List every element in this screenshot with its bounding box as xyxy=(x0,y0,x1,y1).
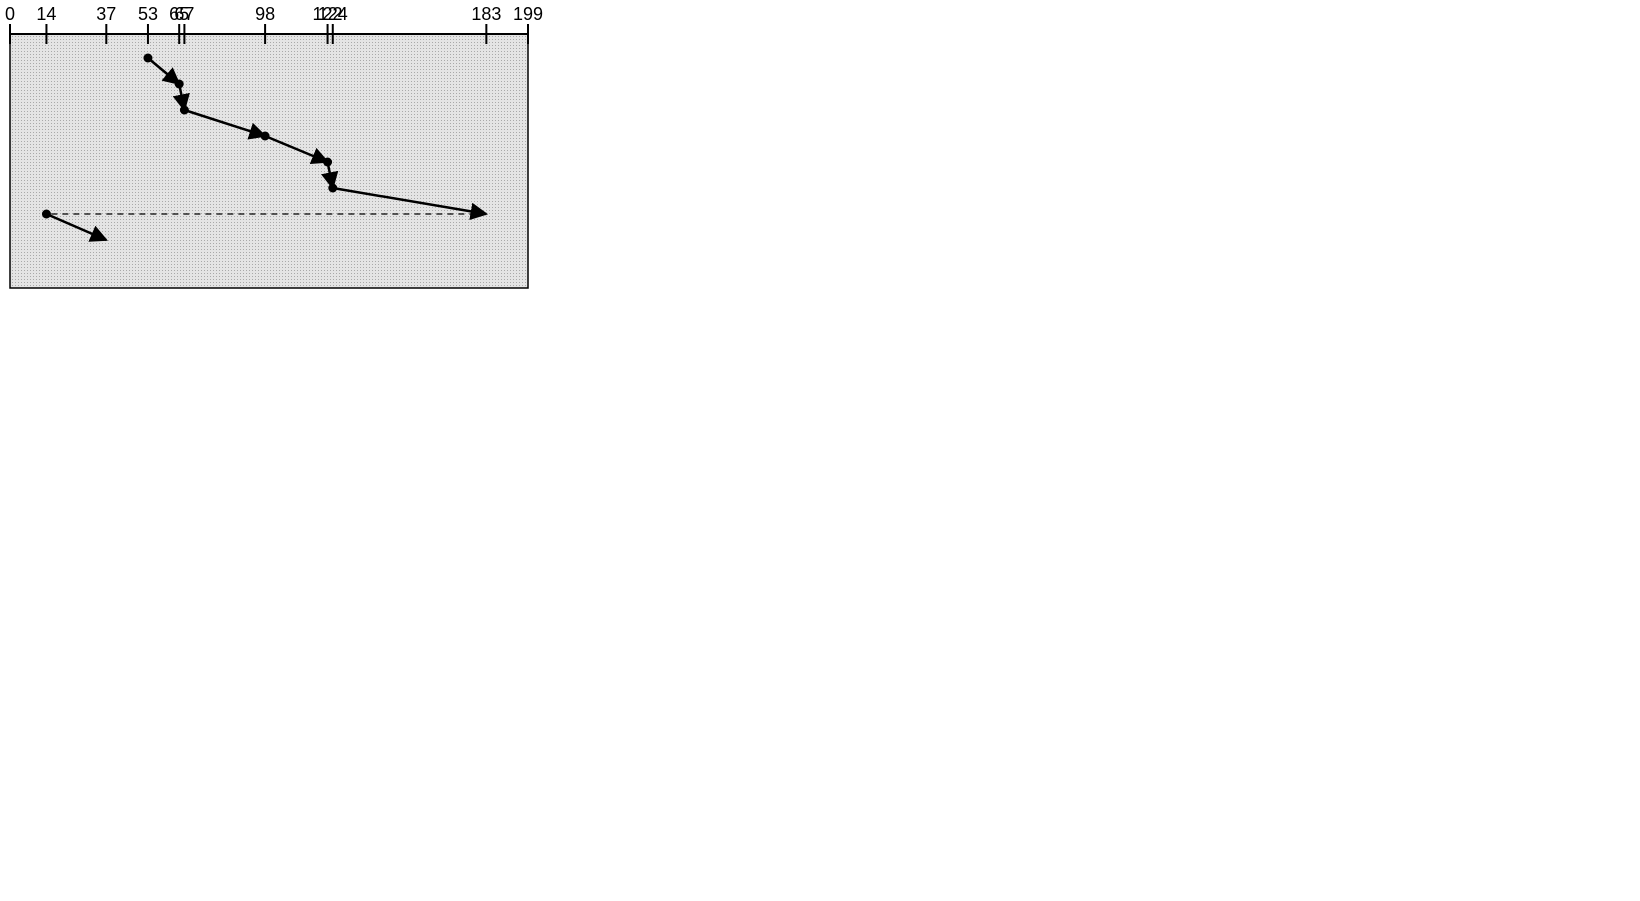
tick-label-98: 98 xyxy=(255,4,275,24)
request-point-124 xyxy=(328,183,338,193)
tick-label-67: 67 xyxy=(174,4,194,24)
tick-label-14: 14 xyxy=(36,4,56,24)
request-point-98 xyxy=(260,131,270,141)
seek-segment-53-65 xyxy=(147,57,181,86)
tick-label-37: 37 xyxy=(96,4,116,24)
seek-segment-124-183 xyxy=(332,186,489,220)
request-point-65 xyxy=(174,79,184,89)
tick-label-183: 183 xyxy=(471,4,501,24)
tick-label-122: 122 xyxy=(313,4,343,24)
tick-label-65: 65 xyxy=(169,4,189,24)
plot-area xyxy=(9,33,529,289)
tick-label-0: 0 xyxy=(5,4,15,24)
request-point-67 xyxy=(179,105,189,115)
seek-path xyxy=(41,53,489,242)
tick-label-199: 199 xyxy=(513,4,543,24)
seek-segment-67-98 xyxy=(184,108,267,140)
tick-label-53: 53 xyxy=(138,4,158,24)
request-point-53 xyxy=(143,53,153,63)
seek-segment-98-122 xyxy=(264,134,330,165)
request-point-14 xyxy=(41,209,51,219)
seek-segment-14-37 xyxy=(45,212,108,242)
tick-label-124: 124 xyxy=(318,4,348,24)
request-point-122 xyxy=(323,157,333,167)
